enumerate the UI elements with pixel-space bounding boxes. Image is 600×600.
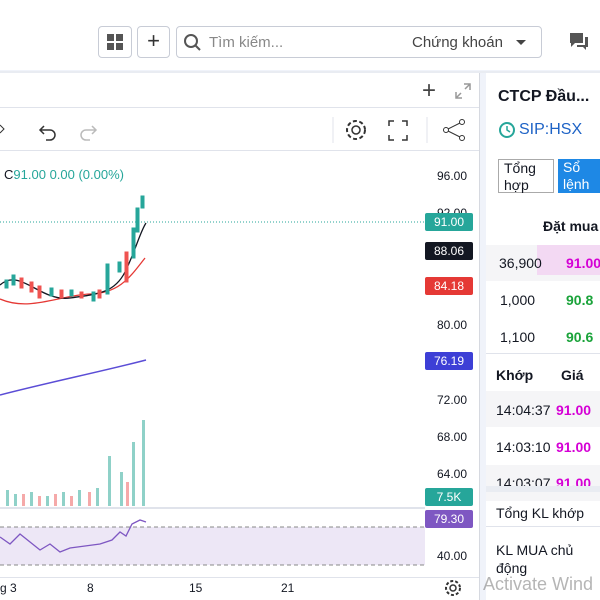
chart-panel: +	[0, 73, 480, 600]
price-axis-label: 96.00	[437, 169, 468, 183]
search-box[interactable]: Tìm kiếm... Chứng khoán	[176, 26, 542, 58]
legend-prefix: C	[4, 167, 14, 182]
legend: C91.00 0.00 (0.00%)	[4, 167, 124, 182]
last-price-tag: 91.00	[425, 213, 473, 231]
add-button[interactable]: +	[137, 26, 170, 58]
book-volume: 1,000	[500, 292, 536, 308]
buy-label: KL MUA chủ động	[496, 542, 574, 576]
tab[interactable]: Tổng hợp	[498, 159, 554, 193]
ma-tag: 88.06	[425, 242, 473, 260]
trade-price: 91.00	[556, 439, 592, 455]
market-select[interactable]: Chứng khoán	[412, 34, 503, 51]
ma-tag: 76.19	[425, 352, 473, 370]
rsi-tag: 79.30	[425, 510, 473, 528]
trades-header: Giá	[561, 367, 584, 383]
legend-close: 91.00	[13, 167, 46, 182]
book-price: 90.8	[566, 292, 594, 308]
expand-icon[interactable]	[453, 81, 473, 101]
time-label: g 3	[0, 581, 17, 595]
book-price: 90.6	[566, 329, 594, 345]
trade-time: 14:04:37	[496, 402, 551, 418]
chat-icon[interactable]	[568, 31, 590, 51]
add-icon[interactable]: +	[422, 77, 437, 104]
book-price: 91.00	[566, 255, 600, 271]
chart-toolbar	[0, 117, 465, 143]
trades-header: Khớp	[496, 367, 534, 383]
total-label: Tổng KL khớp	[496, 505, 585, 521]
price-axis-label: 80.00	[437, 318, 468, 332]
price-axis-label: 72.00	[437, 393, 468, 407]
time-label: 8	[87, 581, 94, 595]
search-placeholder: Tìm kiếm...	[209, 34, 284, 51]
ma-tag: 84.18	[425, 277, 473, 295]
trade-price: 91.00	[556, 402, 592, 418]
price-axis-label: 68.00	[437, 430, 468, 444]
layout-button[interactable]	[98, 26, 132, 58]
book-header: Đặt mua	[543, 218, 599, 234]
company-name: CTCP Đầu...	[498, 88, 590, 105]
symbol[interactable]: SIP:HSX	[519, 121, 583, 138]
book-volume: 1,100	[500, 329, 536, 345]
price-axis-label: 64.00	[437, 467, 468, 481]
time-label: 15	[189, 581, 203, 595]
volume-tag: 7.5K	[425, 488, 473, 506]
trade-time: 14:03:10	[496, 439, 551, 455]
watermark: Activate Wind	[483, 574, 594, 594]
price-axis-label: 40.00	[437, 549, 468, 563]
book-volume: 36,900	[499, 255, 542, 271]
settings-icon[interactable]	[444, 579, 462, 597]
tab-active[interactable]: Sổ lệnh	[558, 159, 600, 193]
legend-change: 0.00 (0.00%)	[49, 167, 124, 182]
price-chart	[0, 195, 425, 566]
side-panel: CTCP Đầu... SIP:HSX Tổng hợp Sổ lệnh Đặt…	[486, 73, 600, 600]
time-label: 21	[281, 581, 295, 595]
